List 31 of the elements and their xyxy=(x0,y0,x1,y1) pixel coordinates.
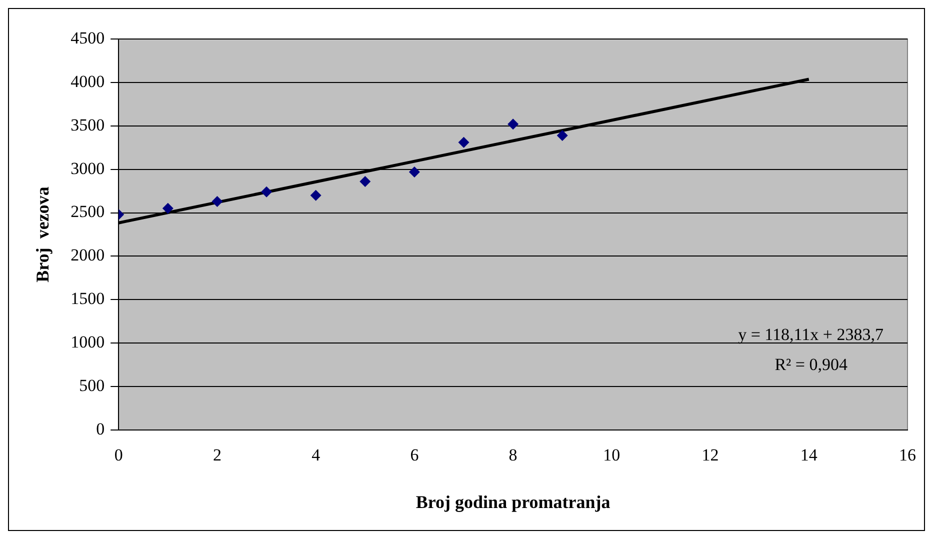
x-tick-label: 16 xyxy=(899,446,916,465)
x-tick-label: 8 xyxy=(508,446,518,465)
y-tick-label: 3500 xyxy=(70,115,105,134)
point xyxy=(310,190,322,201)
point xyxy=(408,166,420,178)
x-tick-label: 2 xyxy=(212,446,222,465)
point xyxy=(556,130,568,141)
point xyxy=(508,118,519,130)
y-tick-label: 1500 xyxy=(70,289,105,308)
point xyxy=(212,196,223,207)
y-tick-label: 2500 xyxy=(70,202,105,222)
x-tick-label: 0 xyxy=(114,446,123,465)
x-tick-label: 14 xyxy=(800,446,818,465)
x-tick-label: 4 xyxy=(312,446,321,465)
y-tick-label: 4500 xyxy=(70,28,105,48)
point xyxy=(360,176,371,187)
x-tick-label: 10 xyxy=(603,446,620,465)
y-tick-label: 500 xyxy=(79,376,105,396)
x-tick-label: 6 xyxy=(410,446,419,465)
y-tick-label: 4000 xyxy=(70,72,105,91)
point xyxy=(261,186,272,198)
y-tick-label: 1000 xyxy=(70,332,105,352)
y-tick-label: 3000 xyxy=(70,158,105,178)
annotation: R² = 0,904 xyxy=(774,355,848,374)
x-tick-label: 12 xyxy=(702,446,719,465)
point xyxy=(162,202,174,214)
y-tick-label: 2000 xyxy=(70,246,105,265)
y-axis-title: Broj vezova xyxy=(32,186,52,282)
x-axis-title: Broj godina promatranja xyxy=(416,492,610,512)
y-tick-label: 0 xyxy=(96,419,105,438)
point xyxy=(458,136,470,148)
